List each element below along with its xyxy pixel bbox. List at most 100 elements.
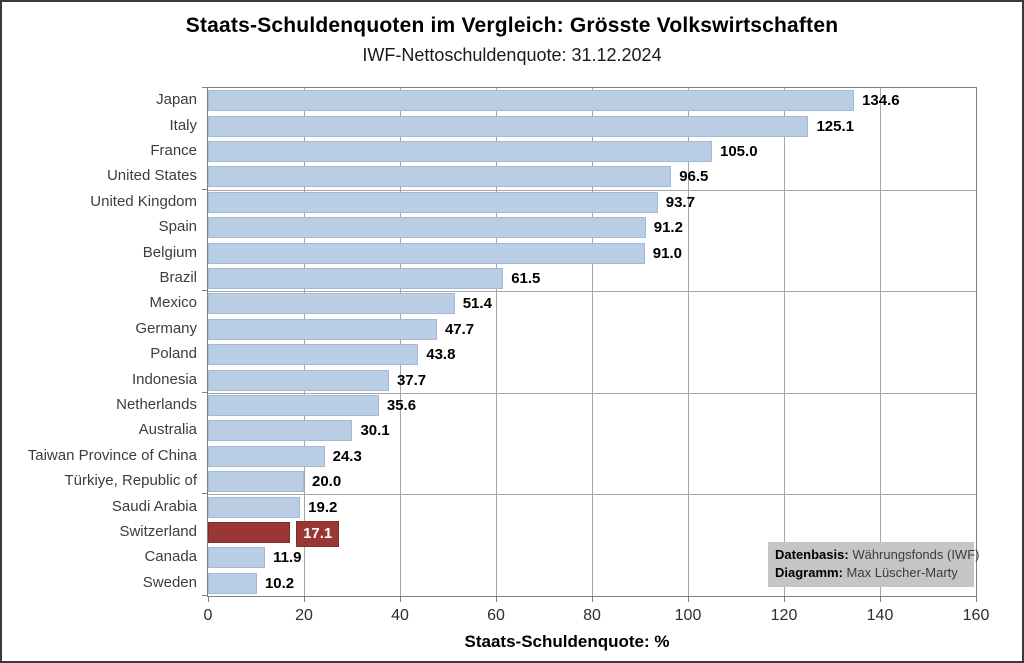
bar <box>208 572 257 594</box>
category-label-netherlands: Netherlands <box>116 395 197 413</box>
vertical-gridline <box>784 88 785 596</box>
value-axis-tick-label: 80 <box>583 607 601 624</box>
plot-area: 134.6 125.1 105.0 96.5 93.7 91.2 91.0 61.5 51.4 4… <box>207 87 977 597</box>
bar-value-label: 19.2 <box>308 498 338 516</box>
x-axis-title: Staats-Schuldenquote: % <box>464 632 670 651</box>
value-axis-tick-label: 120 <box>770 607 798 624</box>
horizontal-gridline <box>208 189 976 191</box>
value-axis-tick <box>688 597 689 602</box>
diagramm-value: Max Lüscher-Marty <box>846 565 958 580</box>
value-axis-tick-label: 0 <box>203 607 213 624</box>
bar <box>208 547 266 569</box>
vertical-gridline <box>496 88 497 596</box>
value-axis-tick-label: 20 <box>295 607 313 624</box>
vertical-gridline <box>592 88 593 596</box>
bar-value-label: 43.8 <box>426 346 456 364</box>
bar-value-label: 125.1 <box>816 117 855 135</box>
vertical-gridline <box>880 88 881 596</box>
source-box-line-datenbasis: Datenbasis: Währungsfonds (IWF) <box>775 546 979 564</box>
value-axis-tick-label: 100 <box>674 607 702 624</box>
category-label-japan: Japan <box>156 91 197 109</box>
bar <box>208 217 646 239</box>
horizontal-gridline <box>208 291 976 293</box>
horizontal-gridline <box>208 494 976 496</box>
bar-value-label: 47.7 <box>444 320 475 338</box>
chart-subtitle: IWF-Nettoschuldenquote: 31.12.2024 <box>362 45 662 65</box>
category-label-poland: Poland <box>150 345 197 363</box>
bar-highlight-switzerland <box>208 522 291 543</box>
value-axis-tick-label: 60 <box>487 607 505 624</box>
bar-value-label: 96.5 <box>679 168 709 186</box>
bar-value-label: 37.7 <box>396 371 427 389</box>
bar-value-label: 105.0 <box>720 143 758 160</box>
vertical-gridline <box>400 88 401 596</box>
category-label-united-kingdom: United Kingdom <box>90 192 197 210</box>
value-axis-tick <box>400 597 401 602</box>
bar-value-label: 91.0 <box>652 244 682 262</box>
bar <box>208 293 455 315</box>
category-label-australia: Australia <box>138 421 197 439</box>
category-label-brazil: Brazil <box>159 268 197 286</box>
bar <box>208 395 379 416</box>
bar-value-label: 10.2 <box>264 574 295 592</box>
value-axis-tick <box>976 597 977 602</box>
category-label-united-states: United States <box>106 167 197 185</box>
chart-title: Staats-Schuldenquoten im Vergleich: Grös… <box>185 14 839 37</box>
bar <box>208 268 504 289</box>
category-axis-tick <box>202 188 207 190</box>
bar-value-label: 61.5 <box>511 270 541 287</box>
bar-value-label: 35.6 <box>386 397 417 414</box>
bar <box>208 166 672 188</box>
bar <box>208 115 809 137</box>
value-axis-tick <box>496 597 497 602</box>
value-axis-tick <box>784 597 785 602</box>
bar <box>208 90 855 112</box>
category-label-saudi-arabia: Saudi Arabia <box>111 497 197 515</box>
value-axis-tick-label: 40 <box>391 607 409 624</box>
bar <box>208 420 353 442</box>
category-label-belgium: Belgium <box>142 243 197 261</box>
category-axis-tick <box>202 391 207 393</box>
bar-value-label: 17.1 <box>296 520 340 547</box>
bar-value-label: 24.3 <box>332 447 362 465</box>
category-axis-tick <box>202 87 207 88</box>
source-box-line-diagramm: Diagramm: Max Lüscher-Marty <box>775 564 967 582</box>
category-label-germany: Germany <box>135 319 197 337</box>
value-axis-tick <box>304 597 305 602</box>
bar-value-label: 30.1 <box>360 422 390 440</box>
horizontal-gridline <box>208 392 976 394</box>
bar-value-label: 93.7 <box>665 193 695 211</box>
bar <box>208 318 437 340</box>
category-label-taiwan-province-of-china: Taiwan Province of China <box>27 446 197 464</box>
value-axis-tick <box>592 597 593 602</box>
category-label-mexico: Mexico <box>149 294 197 312</box>
category-label-t-rkiye-republic-of: Türkiye, Republic of <box>64 472 197 490</box>
bar <box>208 369 389 391</box>
value-axis-tick-label: 160 <box>962 607 990 624</box>
bar <box>208 242 645 264</box>
bar-value-label: 20.0 <box>312 473 342 491</box>
vertical-gridline <box>304 88 305 596</box>
diagramm-label: Diagramm: <box>775 565 843 580</box>
datenbasis-label: Datenbasis: <box>775 547 849 562</box>
bar <box>208 191 658 213</box>
category-label-switzerland: Switzerland <box>119 522 197 540</box>
bar <box>208 496 301 518</box>
bar-value-label: 11.9 <box>273 549 302 567</box>
category-axis-tick <box>202 595 207 596</box>
category-axis-tick <box>202 493 207 495</box>
bar-value-label: 134.6 <box>862 92 900 110</box>
bar <box>208 141 712 162</box>
bar <box>208 445 325 467</box>
category-axis-tick <box>202 290 207 292</box>
datenbasis-value: Währungsfonds (IWF) <box>852 547 980 562</box>
source-box: Datenbasis: Währungsfonds (IWF) Diagramm… <box>768 542 979 587</box>
category-label-sweden: Sweden <box>142 573 197 591</box>
category-label-canada: Canada <box>144 548 197 566</box>
category-label-indonesia: Indonesia <box>131 370 197 388</box>
value-axis-tick <box>208 597 209 602</box>
category-label-spain: Spain <box>158 218 197 236</box>
bar <box>208 344 419 366</box>
bar-value-label: 51.4 <box>462 295 492 313</box>
category-label-france: France <box>150 141 197 159</box>
